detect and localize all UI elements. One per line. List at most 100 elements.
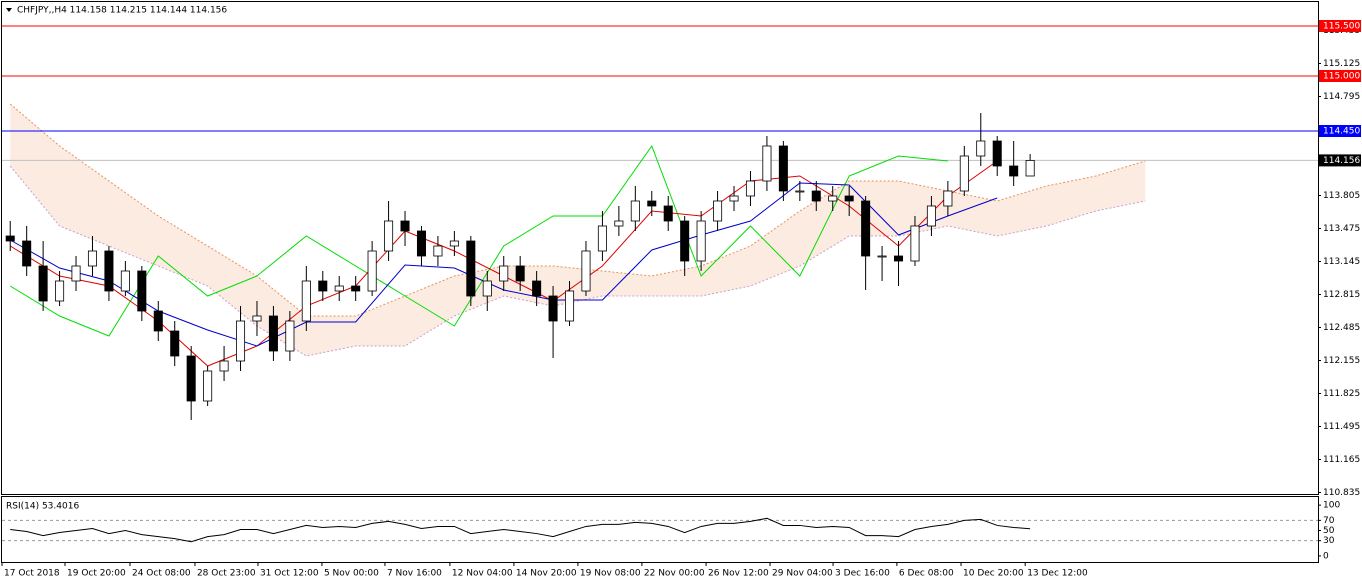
x-tick-label: 6 Dec 08:00 [899, 569, 954, 579]
candle-body [811, 190, 821, 202]
rsi-line [10, 517, 1031, 543]
candle-body [745, 180, 755, 197]
candle-body [301, 280, 311, 322]
y-tick-label: 113.475 [1323, 224, 1360, 234]
candle-body [976, 140, 986, 157]
candle-body [351, 285, 361, 292]
y-tick-label: 114.795 [1323, 92, 1360, 102]
y-tick-label: 111.165 [1323, 455, 1360, 465]
cloud-span [9, 165, 1146, 357]
y-tick-label: 70 [1323, 516, 1335, 526]
candle-body [384, 220, 394, 252]
candle-body [252, 315, 262, 322]
cloud-span [9, 103, 1146, 317]
candle-body [828, 195, 838, 202]
candle-body [992, 140, 1002, 167]
candle-body [400, 220, 410, 232]
candle-body [581, 250, 591, 292]
x-tick-label: 24 Oct 08:00 [132, 569, 191, 579]
candle-body [449, 240, 459, 247]
indicator-line [9, 144, 948, 337]
x-tick-label: 10 Dec 20:00 [963, 569, 1024, 579]
candle-body [55, 280, 65, 302]
y-tick-label: 0 [1323, 551, 1329, 561]
candle-body [153, 310, 163, 332]
plot-area [2, 25, 1318, 420]
candle-body [120, 270, 130, 292]
candle-body [186, 355, 196, 402]
candle-body [71, 265, 81, 282]
x-tick-label: 13 Dec 12:00 [1027, 569, 1088, 579]
candle-body [762, 145, 772, 182]
x-tick-label: 22 Nov 00:00 [644, 569, 705, 579]
rsi-area [2, 517, 1318, 543]
rsi-frame [1, 496, 1319, 563]
candle-body [170, 330, 180, 357]
y-tick-label: 100 [1323, 501, 1340, 511]
y-tick-label: 110.835 [1323, 488, 1360, 498]
main-frame [1, 1, 1319, 495]
candle-body [515, 265, 525, 282]
candle-body [894, 255, 904, 262]
candle-body [926, 205, 936, 227]
candle-body [416, 230, 426, 257]
candle-body [236, 320, 246, 362]
level-label-bg [1319, 70, 1361, 82]
y-tick-label: 111.825 [1323, 389, 1360, 399]
level-label: 114.156 [1323, 156, 1360, 166]
candle-body [778, 145, 788, 192]
level-label-bg [1319, 125, 1361, 137]
candle-body [433, 245, 443, 257]
candle-body [713, 200, 723, 222]
candle-body [367, 250, 377, 292]
y-tick-label: 112.485 [1323, 323, 1360, 333]
menu-arrow [6, 8, 12, 12]
candle-body [548, 295, 558, 322]
x-tick-label: 29 Nov 04:00 [772, 569, 833, 579]
candle-body [203, 370, 213, 402]
y-tick-label: 30 [1323, 536, 1335, 546]
x-tick-label: 31 Oct 12:00 [260, 569, 319, 579]
candle-body [647, 200, 657, 207]
candle-body [104, 250, 114, 292]
candle-body [663, 205, 673, 222]
candle-body [795, 190, 805, 193]
candle-body [532, 280, 542, 297]
candle-body [565, 290, 575, 322]
candle-body [861, 200, 871, 257]
candle-body [910, 225, 920, 262]
candle-body [614, 220, 624, 227]
candle-body [318, 280, 328, 292]
candle-body [499, 265, 509, 282]
candle-body [38, 265, 48, 302]
level-label: 115.500 [1323, 22, 1360, 32]
candle-body [87, 250, 97, 267]
candle-body [482, 280, 492, 297]
candle-body [597, 225, 607, 252]
candle-body [959, 155, 969, 192]
x-tick-label: 26 Nov 12:00 [708, 569, 769, 579]
y-tick-label: 113.805 [1323, 191, 1360, 201]
header: CHFJPY,,H4 114.158 114.215 114.144 114.1… [17, 6, 227, 16]
y-tick-label: 112.155 [1323, 356, 1360, 366]
x-tick-label: 7 Nov 16:00 [387, 569, 442, 579]
level-label-bg [1319, 154, 1361, 167]
candle-body [22, 240, 32, 267]
y-tick-label: 115.125 [1323, 59, 1360, 69]
x-tick-label: 5 Nov 00:00 [324, 569, 379, 579]
candle-body [1025, 159, 1035, 177]
candle-body [137, 270, 147, 312]
candle-body [630, 200, 640, 222]
x-tick-label: 3 Dec 16:00 [835, 569, 890, 579]
level-label: 115.000 [1323, 72, 1360, 82]
candle-body [844, 195, 854, 202]
candle-body [729, 195, 739, 202]
candle-body [877, 255, 887, 258]
y-tick-label: 113.145 [1323, 257, 1360, 267]
rsi-title: RSI(14) 53.4016 [6, 502, 79, 512]
candle-body [285, 320, 295, 352]
candle-body [1009, 165, 1019, 177]
candle-body [466, 240, 476, 297]
